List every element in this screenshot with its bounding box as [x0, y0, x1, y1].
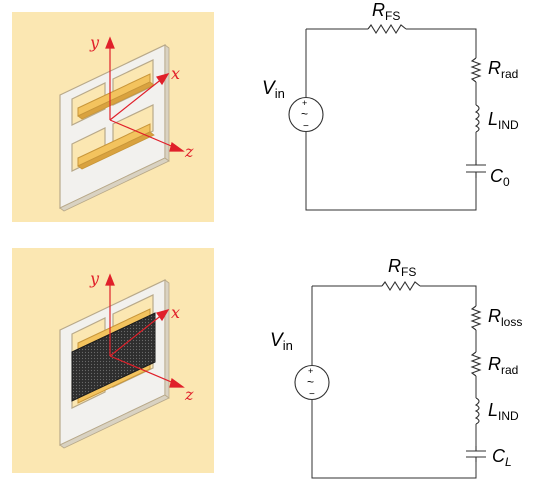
- top-label-lind: LIND: [488, 109, 519, 132]
- svg-text:+: +: [308, 366, 313, 376]
- top-axes: [105, 36, 185, 152]
- bottom-axis-x-label: x: [171, 303, 180, 322]
- top-unit-cell-illustration: y x z: [12, 12, 214, 222]
- bottom-axis-y-label: y: [89, 269, 100, 288]
- bottom-voltage-source: + ~ −: [294, 364, 330, 401]
- bottom-resistor-rfs: [381, 280, 421, 292]
- top-voltage-source: + ~ −: [288, 96, 324, 133]
- bottom-label-cl: CL: [492, 446, 512, 469]
- top-circuit: + ~ − Vin RFS Rrad LIND C0: [262, 0, 519, 211]
- bottom-circuit-wire-left: [311, 286, 477, 479]
- bottom-resistor-rrad: [470, 351, 482, 377]
- top-axis-y-label: y: [89, 33, 100, 52]
- svg-text:−: −: [303, 121, 309, 132]
- svg-text:~: ~: [307, 375, 314, 389]
- svg-text:+: +: [302, 98, 307, 108]
- bottom-label-lind: LIND: [488, 400, 519, 423]
- bottom-inductor-lind: [474, 397, 480, 425]
- bottom-axes: [105, 273, 185, 388]
- top-circuit-wire-left: [305, 29, 477, 211]
- bottom-circuit-wire-top: [312, 285, 477, 306]
- top-resistor-rfs: [367, 23, 407, 35]
- top-label-rfs: RFS: [372, 0, 400, 23]
- top-label-rrad: Rrad: [488, 58, 518, 81]
- top-label-c0: C0: [490, 166, 510, 189]
- top-circuit-wire-top: [306, 28, 477, 58]
- bottom-label-vin: Vin: [270, 330, 293, 353]
- bottom-unit-cell-illustration: y x z: [12, 248, 214, 473]
- bottom-label-rfs: RFS: [388, 256, 416, 279]
- bottom-resistor-rloss: [470, 305, 482, 331]
- svg-text:−: −: [309, 389, 315, 400]
- bottom-axis-z-label: z: [184, 385, 194, 404]
- bottom-circuit: + ~ − Vin RFS Rloss Rrad LIND CL: [270, 256, 522, 479]
- top-resistor-rrad: [470, 57, 482, 83]
- top-label-vin: Vin: [262, 78, 285, 101]
- bottom-capacitor-cl: [466, 446, 486, 462]
- svg-text:~: ~: [301, 107, 308, 121]
- top-axis-z-label: z: [184, 142, 194, 161]
- top-lower-bar-side: [77, 131, 155, 170]
- top-axis-x-label: x: [171, 64, 180, 83]
- bottom-label-rloss: Rloss: [488, 306, 522, 329]
- top-capacitor-c0: [466, 160, 486, 178]
- top-inductor-lind: [474, 104, 480, 133]
- bottom-label-rrad: Rrad: [488, 354, 518, 377]
